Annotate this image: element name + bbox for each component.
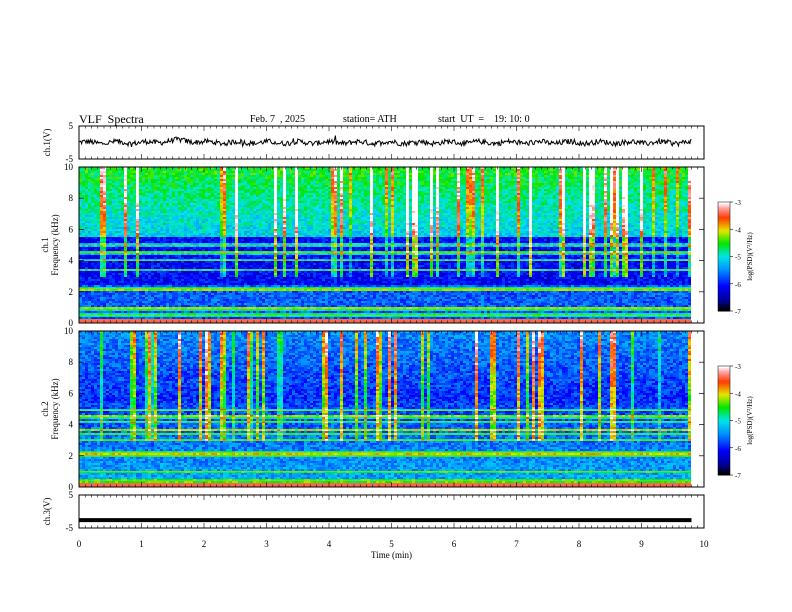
colorbar-tick-label: -6 (735, 445, 741, 453)
start-time-label: start UT = 19: 10: 0 (438, 114, 530, 125)
y-tick-label: 2 (69, 287, 74, 297)
date-label: Feb. 7 , 2025 (250, 114, 305, 125)
y-tick-label: 8 (69, 357, 74, 367)
x-tick-label: 5 (389, 539, 394, 549)
x-tick-label: 3 (264, 539, 269, 549)
x-tick-label: 6 (452, 539, 457, 549)
y-axis-label: ch.2 (40, 401, 50, 416)
y-tick-label: -5 (66, 154, 74, 164)
y-tick-label: 4 (69, 420, 74, 430)
y-tick-label: 0 (69, 482, 74, 492)
y-axis-label: Frequency (kHz) (50, 378, 60, 439)
x-tick-label: 0 (77, 539, 82, 549)
x-tick-label: 2 (202, 539, 207, 549)
colorbar-tick-label: -3 (735, 199, 741, 207)
colorbar-tick-label: -7 (735, 472, 741, 480)
x-tick-label: 8 (577, 539, 582, 549)
y-tick-label: 5 (69, 490, 74, 500)
x-tick-label: 4 (327, 539, 332, 549)
y-tick-label: 10 (64, 162, 74, 172)
station-label: station= ATH (343, 114, 397, 125)
y-tick-label: 10 (64, 326, 74, 336)
colorbar-ch1 (718, 202, 730, 312)
y-tick-label: 8 (69, 193, 74, 203)
y-tick-label: 6 (69, 388, 74, 398)
y-axis-label: ch.3(V) (42, 498, 52, 526)
colorbar-ch2 (718, 366, 730, 476)
colorbar-tick-label: -7 (735, 308, 741, 316)
x-axis-label: Time (min) (371, 550, 412, 560)
y-tick-label: 4 (69, 256, 74, 266)
figure-title: VLF Spectra (79, 112, 144, 127)
colorbar-tick-label: -6 (735, 281, 741, 289)
y-tick-label: -5 (66, 523, 74, 533)
colorbar-tick-label: -5 (735, 254, 741, 262)
colorbar-tick-label: -3 (735, 363, 741, 371)
spectrogram-cells (79, 167, 691, 323)
x-tick-label: 7 (514, 539, 519, 549)
spectrogram-cells (79, 331, 691, 487)
y-tick-label: 6 (69, 224, 74, 234)
colorbar-label: log(PSD)(V²/Hz) (746, 396, 754, 445)
colorbar-tick-label: -4 (735, 390, 741, 398)
colorbar-tick-label: -4 (735, 226, 741, 234)
y-tick-label: 2 (69, 451, 74, 461)
y-axis-label: Frequency (kHz) (50, 214, 60, 275)
x-tick-label: 1 (139, 539, 144, 549)
y-axis-label: ch.1 (40, 237, 50, 252)
colorbar-label: log(PSD)(V²/Hz) (746, 232, 754, 281)
x-tick-label: 10 (700, 539, 710, 549)
y-tick-label: 0 (69, 318, 74, 328)
colorbar-tick-label: -5 (735, 418, 741, 426)
y-axis-label: ch.1(V) (42, 129, 52, 157)
x-tick-label: 9 (639, 539, 644, 549)
y-tick-label: 5 (69, 121, 74, 131)
waveform-line (78, 135, 692, 149)
